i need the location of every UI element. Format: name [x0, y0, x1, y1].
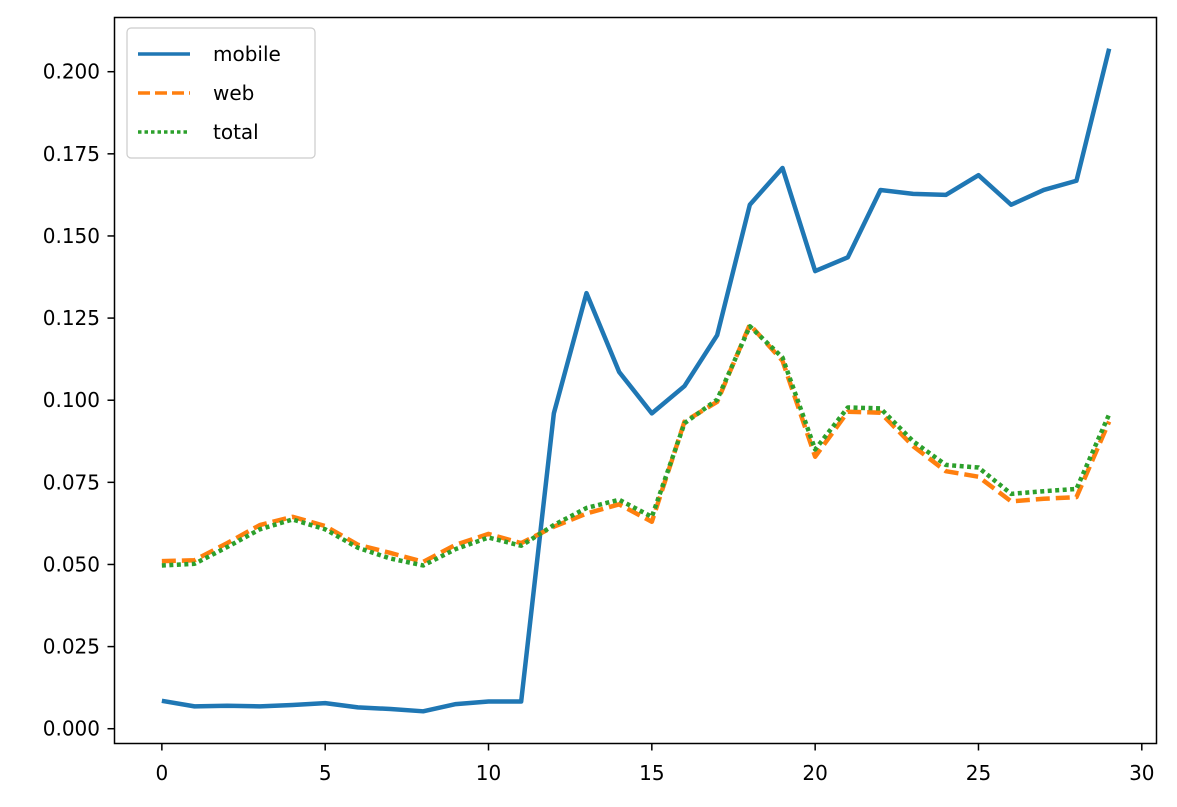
x-tick-label: 30: [1129, 761, 1154, 785]
x-tick-label: 15: [639, 761, 664, 785]
series-line-total: [161, 324, 1112, 568]
y-tick-label: 0.150: [43, 224, 100, 248]
series-line-mobile: [161, 48, 1112, 714]
plot-frame: [113, 16, 1158, 745]
x-tick-label: 20: [802, 761, 827, 785]
y-tick-label: 0.125: [43, 306, 100, 330]
x-tick-label: 0: [155, 761, 168, 785]
series-layer: [161, 48, 1112, 714]
x-tick-label: 25: [966, 761, 991, 785]
x-axis: 0 5 10 15 20 25 30: [155, 743, 1155, 785]
legend-label-mobile: mobile: [213, 42, 281, 66]
legend-label-total: total: [213, 120, 259, 144]
legend: mobile web total: [126, 27, 316, 159]
x-tick-label: 5: [319, 761, 332, 785]
y-tick-label: 0.200: [43, 60, 100, 84]
y-tick-label: 0.075: [43, 470, 100, 494]
legend-box: [126, 27, 316, 159]
y-axis: 0.000 0.025 0.050 0.075 0.100 0.125 0.150 0.175…: [43, 60, 115, 741]
y-tick-label: 0.100: [43, 388, 100, 412]
y-tick-label: 0.025: [43, 635, 100, 659]
y-tick-label: 0.175: [43, 142, 100, 166]
y-tick-label: 0.050: [43, 552, 100, 576]
legend-label-web: web: [213, 81, 254, 105]
x-tick-label: 10: [476, 761, 501, 785]
series-line-web: [161, 322, 1112, 565]
y-tick-label: 0.000: [43, 717, 100, 741]
